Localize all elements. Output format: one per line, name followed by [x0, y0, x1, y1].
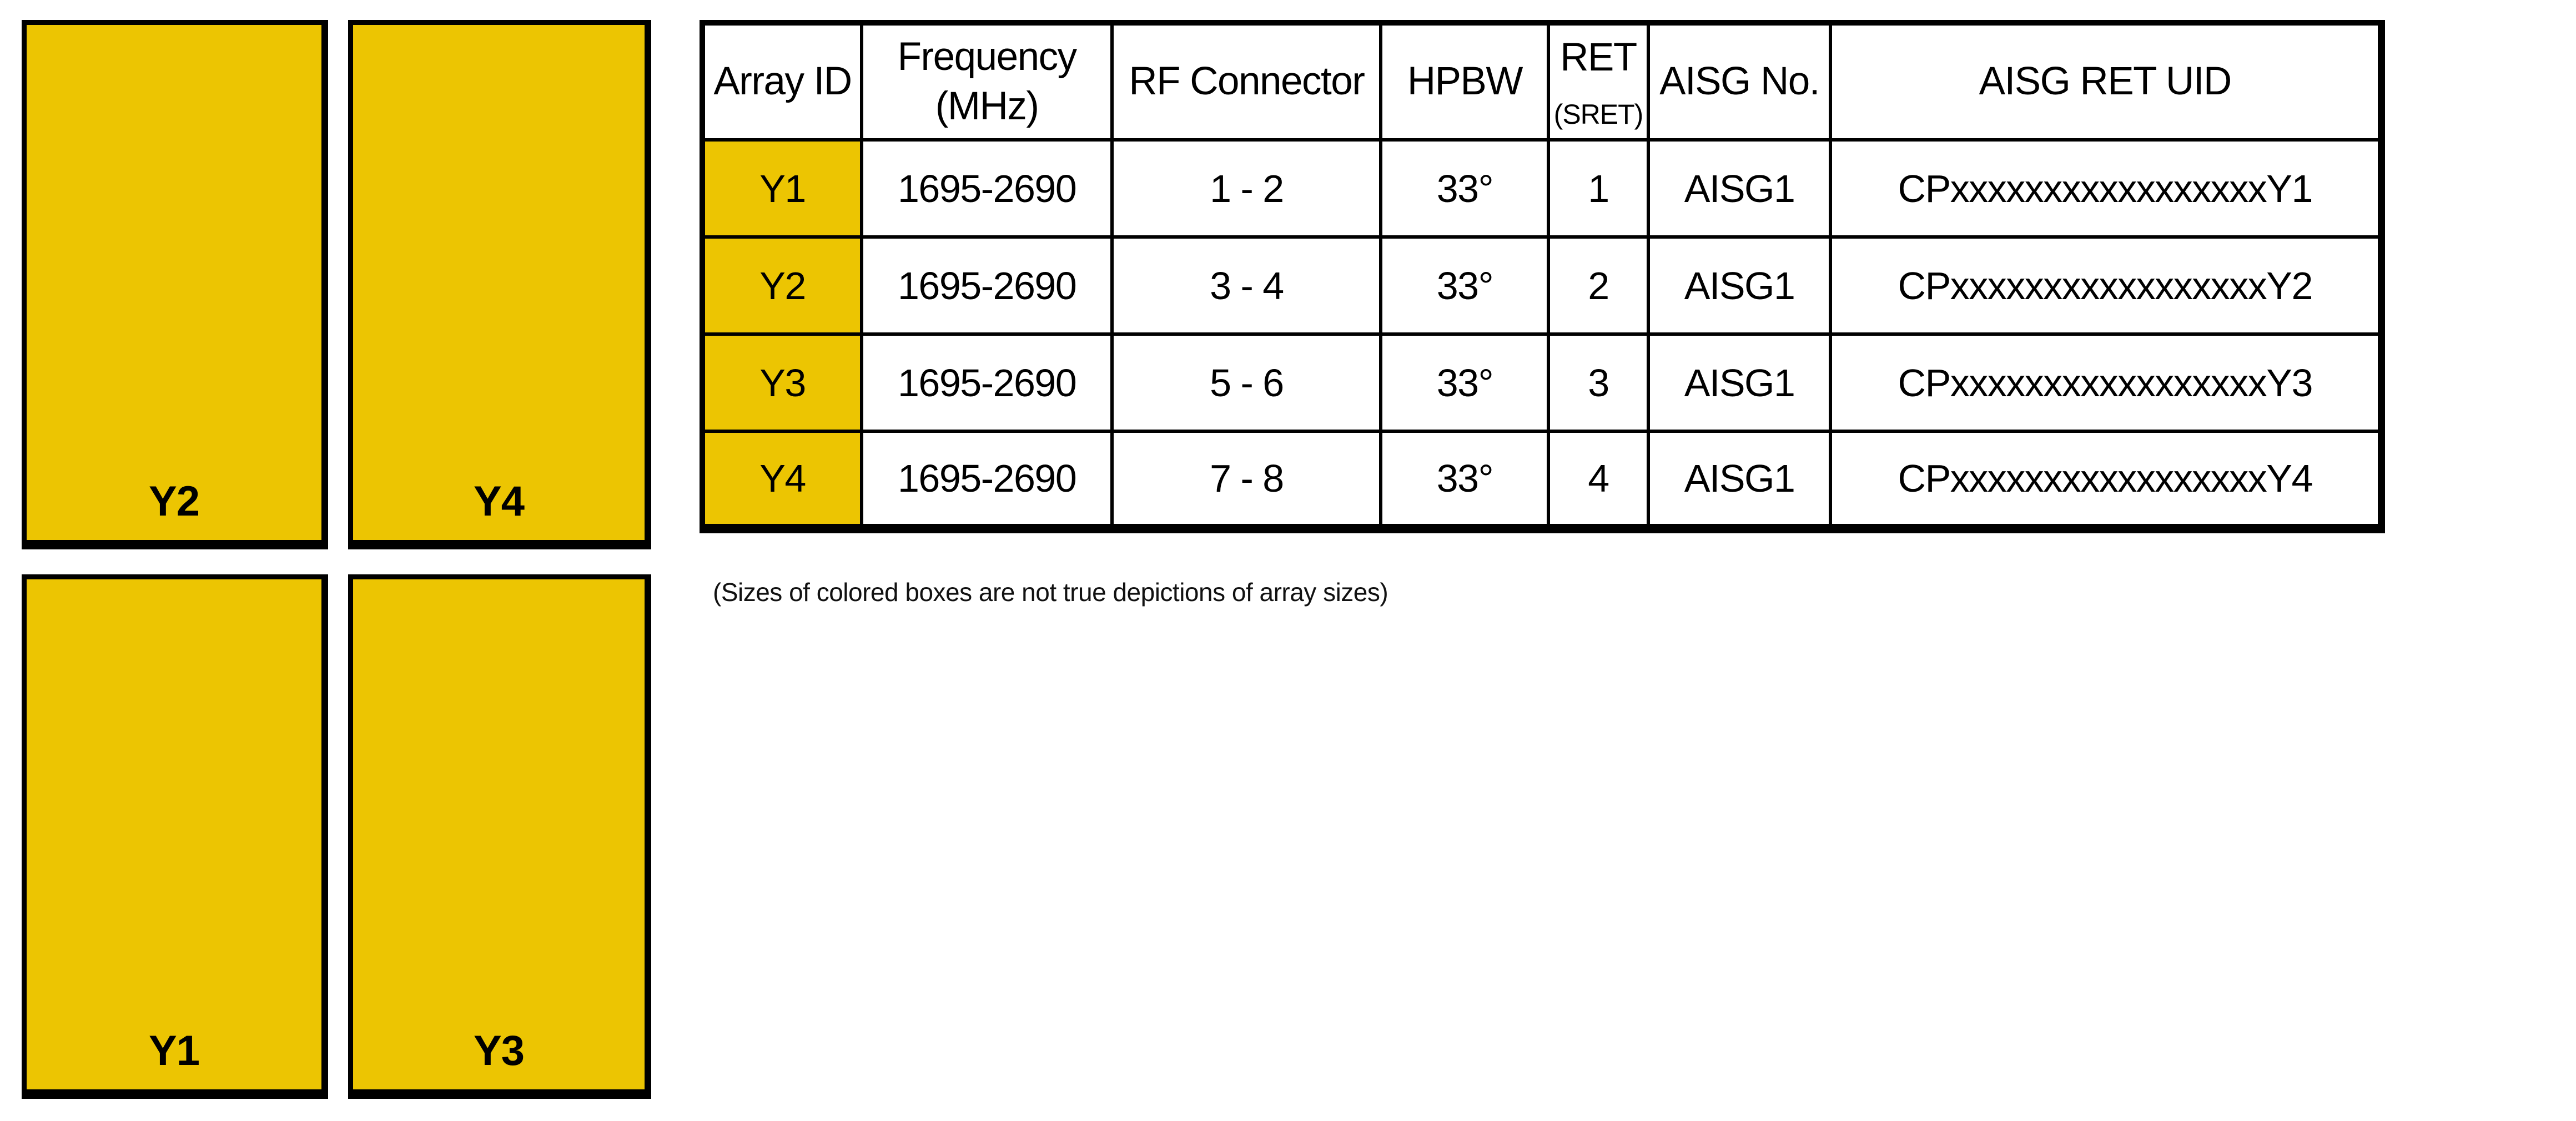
cell-rf-connector: 3 - 4 [1110, 235, 1383, 336]
header-array-id: Array ID [700, 21, 864, 142]
array-box-label-y1: Y1 [149, 1027, 200, 1074]
cell-rf-connector: 5 - 6 [1110, 332, 1383, 433]
array-box-y1: Y1 [22, 574, 328, 1099]
table-row-y4: Y4 1695-2690 7 - 8 33° 4 AISG1 CPxxxxxxx… [700, 430, 2383, 530]
header-rf-connector: RF Connector [1110, 21, 1383, 142]
cell-frequency: 1695-2690 [860, 332, 1114, 433]
array-box-y4: Y4 [348, 20, 651, 549]
header-frequency-line2: (MHz) [935, 84, 1039, 128]
array-box-y2: Y2 [22, 20, 328, 549]
table-row-y2: Y2 1695-2690 3 - 4 33° 2 AISG1 CPxxxxxxx… [700, 235, 2383, 336]
cell-frequency: 1695-2690 [860, 235, 1114, 336]
cell-frequency: 1695-2690 [860, 138, 1114, 239]
header-ret-line2: (SRET) [1553, 98, 1644, 130]
cell-rf-connector: 1 - 2 [1110, 138, 1383, 239]
cell-ret: 2 [1547, 235, 1650, 336]
table-row-y1: Y1 1695-2690 1 - 2 33° 1 AISG1 CPxxxxxxx… [700, 138, 2383, 239]
array-box-label-y3: Y3 [474, 1027, 525, 1074]
cell-aisg-ret-uid: CPxxxxxxxxxxxxxxxxxY2 [1829, 235, 2383, 336]
header-aisg-no: AISG No. [1646, 21, 1833, 142]
cell-aisg-ret-uid: CPxxxxxxxxxxxxxxxxxY3 [1829, 332, 2383, 433]
cell-rf-connector: 7 - 8 [1110, 430, 1383, 530]
cell-array-id: Y1 [700, 138, 864, 239]
note-disclaimer: (Sizes of colored boxes are not true dep… [713, 578, 1388, 607]
cell-aisg-no: AISG1 [1646, 138, 1833, 239]
table-header-row: Array ID Frequency (MHz) RF Connector HP… [700, 21, 2383, 142]
cell-hpbw: 33° [1379, 138, 1551, 239]
cell-ret: 4 [1547, 430, 1650, 530]
cell-aisg-no: AISG1 [1646, 235, 1833, 336]
cell-aisg-ret-uid: CPxxxxxxxxxxxxxxxxxY1 [1829, 138, 2383, 239]
cell-ret: 3 [1547, 332, 1650, 433]
cell-array-id: Y2 [700, 235, 864, 336]
header-frequency-line1: Frequency [897, 34, 1077, 79]
cell-array-id: Y4 [700, 430, 864, 530]
header-hpbw: HPBW [1379, 21, 1551, 142]
cell-array-id: Y3 [700, 332, 864, 433]
array-box-label-y4: Y4 [474, 478, 525, 525]
cell-hpbw: 33° [1379, 430, 1551, 530]
cell-aisg-no: AISG1 [1646, 332, 1833, 433]
cell-aisg-ret-uid: CPxxxxxxxxxxxxxxxxxY4 [1829, 430, 2383, 530]
cell-frequency: 1695-2690 [860, 430, 1114, 530]
array-box-label-y2: Y2 [149, 478, 200, 525]
array-box-y3: Y3 [348, 574, 651, 1099]
cell-aisg-no: AISG1 [1646, 430, 1833, 530]
header-ret-line1: RET [1560, 36, 1637, 79]
header-ret: RET (SRET) [1547, 21, 1650, 142]
header-frequency: Frequency (MHz) [860, 21, 1114, 142]
cell-ret: 1 [1547, 138, 1650, 239]
table-row-y3: Y3 1695-2690 5 - 6 33° 3 AISG1 CPxxxxxxx… [700, 332, 2383, 433]
cell-hpbw: 33° [1379, 235, 1551, 336]
cell-hpbw: 33° [1379, 332, 1551, 433]
array-spec-table: Array ID Frequency (MHz) RF Connector HP… [700, 20, 2385, 533]
header-aisg-ret-uid: AISG RET UID [1829, 21, 2383, 142]
